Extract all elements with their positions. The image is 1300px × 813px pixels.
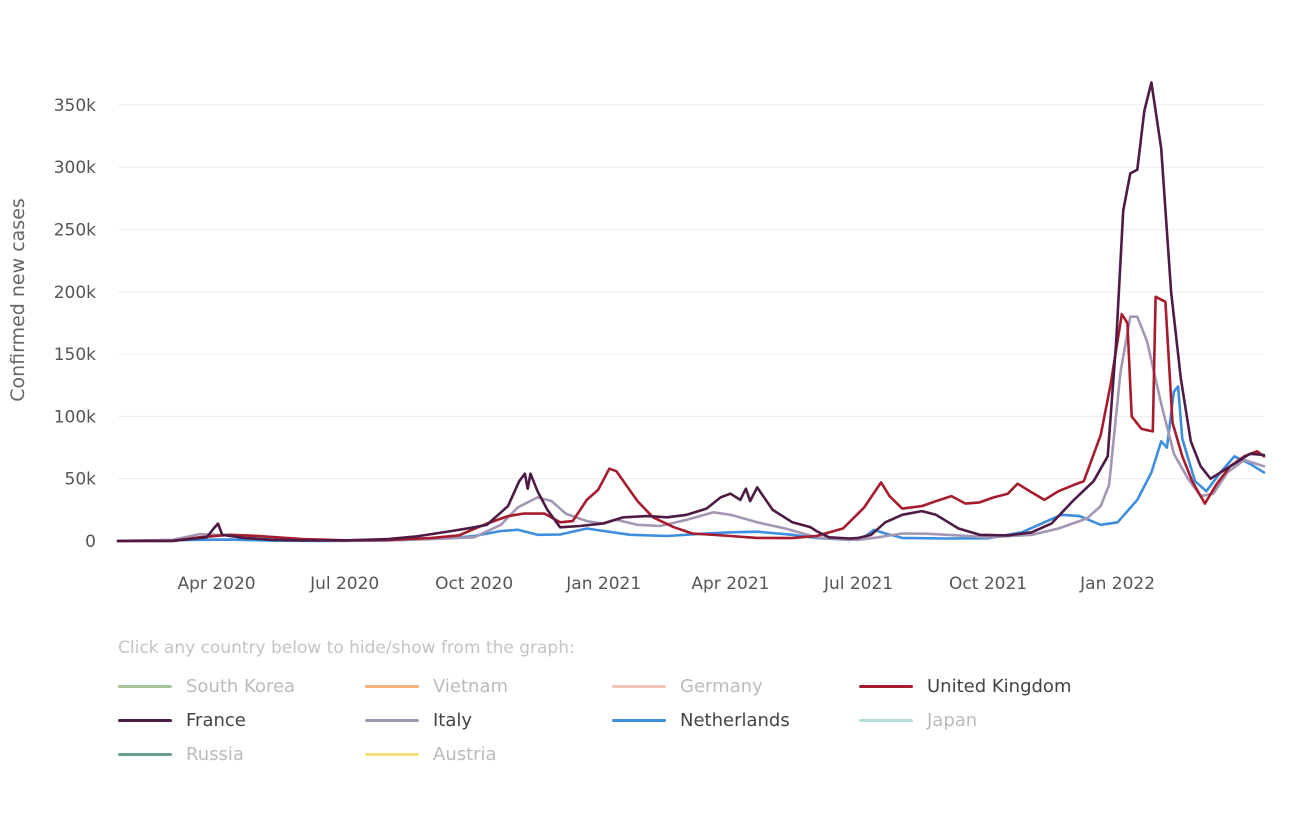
x-tick-label: Oct 2020: [435, 574, 513, 594]
legend-swatch: [118, 684, 172, 688]
legend-item-japan[interactable]: Japan: [859, 709, 1106, 731]
legend-item-south-korea[interactable]: South Korea: [118, 675, 365, 697]
legend-swatch: [859, 718, 913, 722]
series-line-united-kingdom: [116, 295, 1266, 543]
x-tick-label: Jul 2021: [823, 574, 893, 594]
series-line-italy: [116, 315, 1266, 543]
x-tick-label: Jan 2021: [565, 574, 641, 594]
legend-item-russia[interactable]: Russia: [118, 743, 365, 765]
legend-swatch: [118, 752, 172, 756]
legend-label: Vietnam: [433, 675, 509, 697]
legend-items: South Korea Vietnam Germany United Kingdom F…: [118, 675, 1218, 765]
y-axis-title: Confirmed new cases: [7, 198, 29, 402]
legend-label: Netherlands: [680, 709, 790, 731]
x-tick-label: Jan 2022: [1079, 574, 1155, 594]
y-tick-label: 50k: [65, 470, 97, 490]
legend-swatch: [612, 684, 666, 688]
legend-item-france[interactable]: France: [118, 709, 365, 731]
legend-label: Germany: [680, 675, 763, 697]
x-axis-ticks: Apr 2020 Jul 2020 Oct 2020 Jan 2021 Apr 2021…: [178, 574, 1156, 594]
legend-item-united-kingdom[interactable]: United Kingdom: [859, 675, 1106, 697]
y-tick-label: 150k: [54, 345, 96, 365]
legend-item-austria[interactable]: Austria: [365, 743, 612, 765]
y-tick-label: 300k: [54, 158, 96, 178]
legend-label: South Korea: [186, 675, 296, 697]
legend-label: France: [186, 709, 246, 731]
legend-swatch: [365, 752, 419, 756]
legend-swatch: [118, 718, 172, 722]
legend-item-italy[interactable]: Italy: [365, 709, 612, 731]
legend-item-germany[interactable]: Germany: [612, 675, 859, 697]
legend: Click any country below to hide/show fro…: [118, 638, 1218, 765]
legend-swatch: [365, 684, 419, 688]
legend-label: United Kingdom: [927, 675, 1072, 697]
line-chart: 0 50k 100k 150k 200k 250k 300k 350k Apr 2020 Jul…: [7, 81, 1266, 594]
series-lines: [116, 81, 1266, 543]
y-tick-label: 250k: [54, 221, 96, 241]
legend-label: Japan: [927, 709, 978, 731]
legend-label: Austria: [433, 743, 497, 765]
legend-swatch: [859, 684, 913, 688]
y-tick-label: 0: [85, 532, 96, 552]
gridlines: [118, 104, 1264, 480]
legend-swatch: [365, 718, 419, 722]
y-tick-label: 350k: [54, 96, 96, 116]
x-tick-label: Apr 2021: [691, 574, 769, 594]
y-tick-label: 200k: [54, 283, 96, 303]
x-tick-label: Apr 2020: [178, 574, 256, 594]
series-line-france: [116, 81, 1266, 543]
legend-label: Italy: [433, 709, 473, 731]
x-tick-label: Oct 2021: [949, 574, 1027, 594]
y-axis-ticks: 0 50k 100k 150k 200k 250k 300k 350k: [54, 96, 96, 552]
x-tick-label: Jul 2020: [309, 574, 379, 594]
legend-swatch: [612, 718, 666, 722]
y-tick-label: 100k: [54, 407, 96, 427]
legend-item-vietnam[interactable]: Vietnam: [365, 675, 612, 697]
series-line-netherlands: [116, 385, 1266, 543]
legend-item-netherlands[interactable]: Netherlands: [612, 709, 859, 731]
legend-label: Russia: [186, 743, 244, 765]
legend-hint: Click any country below to hide/show fro…: [118, 638, 575, 658]
